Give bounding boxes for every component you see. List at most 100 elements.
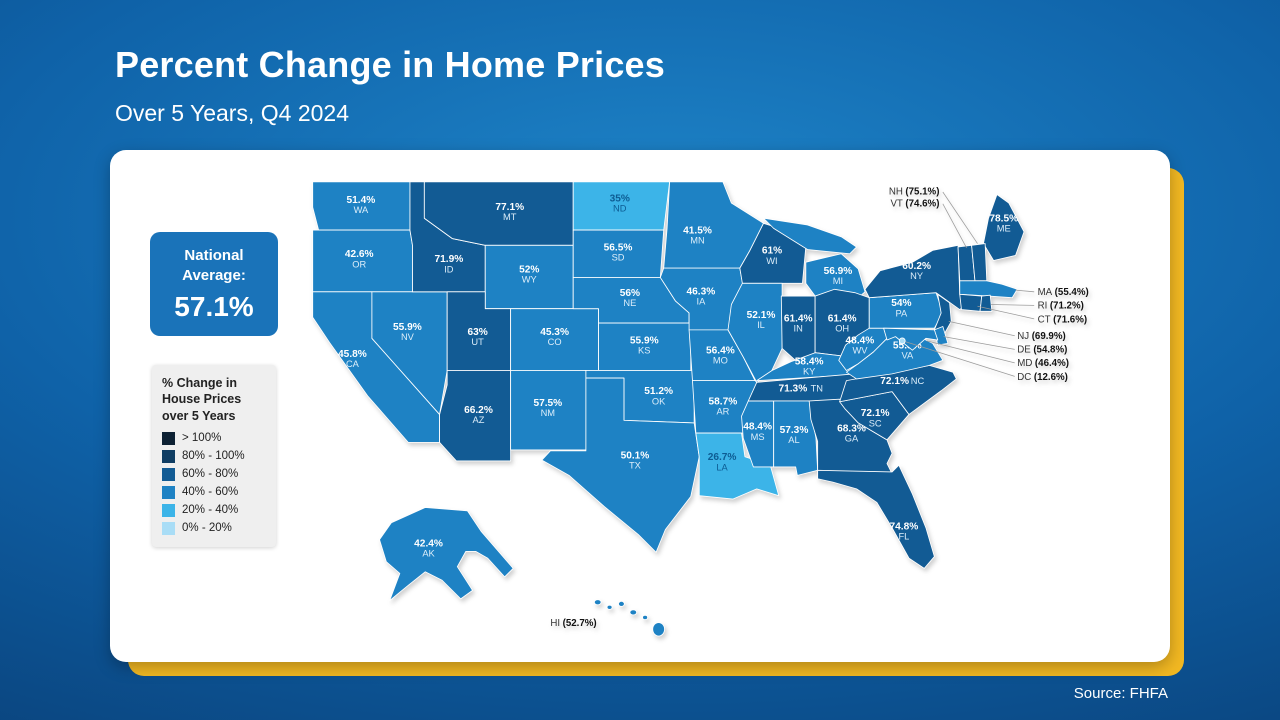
state-OK-abbr: OK (652, 396, 666, 406)
state-TN-abbr: TN (811, 384, 823, 394)
svg-text:35%ND: 35% ND (610, 193, 630, 213)
callout-NH-value: (75.1%) (905, 187, 939, 198)
svg-text:56.9%MI: 56.9% MI (824, 266, 853, 286)
swatch-rect (162, 521, 175, 535)
callout-RI-name: RI (1038, 301, 1048, 312)
state-HI-island (593, 599, 602, 606)
swatch-rect (162, 485, 175, 499)
state-OK-value: 51.2% (644, 386, 673, 397)
state-IA-value: 46.3% (687, 286, 716, 297)
callout-CT-line (977, 305, 1035, 320)
state-KY-value: 58.4% (795, 357, 824, 368)
callout-VT-value: (74.6%) (905, 198, 939, 209)
state-ME-abbr: ME (997, 224, 1011, 234)
state-HI-island (606, 604, 613, 610)
swatch-rect (162, 467, 175, 481)
state-MT-abbr: MT (503, 212, 517, 222)
state-AZ-value: 66.2% (464, 405, 493, 416)
svg-text:HI(52.7%): HI (52.7%) (550, 618, 596, 629)
callout-HI: HI (52.7%) (550, 618, 596, 629)
callout-MA: MA (55.4%) (1015, 287, 1089, 298)
state-LA-value: 26.7% (708, 452, 737, 463)
state-SC-value: 72.1% (861, 408, 890, 419)
state-TX-abbr: TX (629, 461, 641, 471)
state-NC-abbr: NC (911, 376, 925, 386)
svg-text:41.5%MN: 41.5% MN (683, 225, 712, 245)
state-PA-abbr: PA (896, 308, 909, 318)
state-IN-value: 61.4% (784, 313, 813, 324)
state-KY-abbr: KY (803, 367, 815, 377)
callout-CT-name: CT (1038, 314, 1051, 325)
swatch-rect (162, 431, 175, 445)
state-HI-island (629, 609, 638, 616)
state-NM-abbr: NM (541, 408, 555, 418)
svg-text:DC(12.6%): DC (12.6%) (1017, 372, 1068, 383)
callout-MD: MD (46.4%) (926, 340, 1069, 369)
state-FL-shape (817, 464, 935, 569)
state-KS-value: 55.9% (630, 335, 659, 346)
legend-label: 80% - 100% (182, 450, 245, 463)
state-LA: 26.7% LA (695, 432, 780, 500)
svg-text:61.4%OH: 61.4% OH (828, 313, 857, 333)
state-ME-shape (983, 194, 1025, 261)
callout-MD-value: (46.4%) (1035, 358, 1069, 369)
state-OR-value: 42.6% (345, 249, 374, 260)
callout-NH-line (942, 191, 978, 244)
state-ID-abbr: ID (444, 264, 454, 274)
state-MI-value: 56.9% (824, 266, 853, 277)
svg-text:DE(54.8%): DE (54.8%) (1017, 345, 1067, 356)
state-NE-abbr: NE (623, 298, 636, 308)
state-AR-abbr: AR (716, 406, 729, 416)
state-CT (959, 293, 983, 312)
state-NM-value: 57.5% (533, 398, 562, 409)
state-GA-abbr: GA (845, 434, 859, 444)
callout-MA-name: MA (1038, 287, 1053, 298)
state-WY-value: 52% (519, 264, 539, 275)
svg-text:66.2%AZ: 66.2% AZ (464, 405, 493, 425)
state-PA: 54% PA (868, 292, 944, 329)
state-MO-abbr: MO (713, 356, 728, 366)
legend-swatch-20-40 (162, 503, 175, 517)
callout-DE: DE (54.8%) (943, 336, 1067, 356)
callout-DE-line (943, 336, 1015, 350)
state-UT-abbr: UT (471, 337, 484, 347)
state-IN: 61.4% IN (780, 295, 816, 363)
state-TX-shape (541, 377, 700, 553)
callout-NH: NH (75.1%) (889, 187, 978, 244)
svg-text:56.4%MO: 56.4% MO (706, 346, 735, 366)
state-PA-value: 54% (891, 298, 911, 309)
state-SC-abbr: SC (869, 418, 882, 428)
callout-RI: RI (71.2%) (991, 301, 1084, 312)
svg-text:57.5%NM: 57.5% NM (533, 398, 562, 418)
state-AZ-abbr: AZ (473, 415, 485, 425)
state-UT-value: 63% (467, 327, 487, 338)
state-GA-value: 68.3% (837, 423, 866, 434)
state-MS-abbr: MS (751, 432, 765, 442)
legend-label: 20% - 40% (182, 504, 239, 517)
svg-text:54%PA: 54% PA (891, 298, 911, 318)
state-MN-value: 41.5% (683, 225, 712, 236)
state-AR-value: 58.7% (709, 396, 738, 407)
svg-text:63%UT: 63% UT (467, 327, 487, 347)
state-HI-island (642, 614, 649, 620)
legend-title: % Change in House Prices over 5 Years (162, 376, 242, 423)
state-ND-abbr: ND (613, 203, 627, 213)
state-ID-value: 71.9% (434, 254, 463, 265)
state-MS-value: 48.4% (743, 422, 772, 433)
slide-header: Percent Change in Home Prices Over 5 Yea… (115, 44, 665, 127)
callout-MA-value: (55.4%) (1055, 287, 1089, 298)
state-AL-value: 57.3% (780, 425, 809, 436)
state-WY-abbr: WY (522, 275, 537, 285)
state-MD-shape (883, 327, 939, 351)
svg-text:51.4%WA: 51.4% WA (347, 195, 376, 215)
callout-MA-line (1015, 289, 1035, 293)
callout-HI-value: (52.7%) (563, 618, 597, 629)
callout-DC-value: (12.6%) (1034, 372, 1068, 383)
callout-DC-name: DC (1017, 372, 1031, 383)
state-TX: 50.1% TX (541, 377, 700, 553)
state-SD: 56.5% SD (572, 229, 665, 278)
map-card: National Average: 57.1% % Change in Hous… (110, 150, 1170, 662)
state-TX-value: 50.1% (621, 450, 650, 461)
state-HI-island (618, 600, 625, 607)
svg-text:51.2%OK: 51.2% OK (644, 386, 673, 406)
